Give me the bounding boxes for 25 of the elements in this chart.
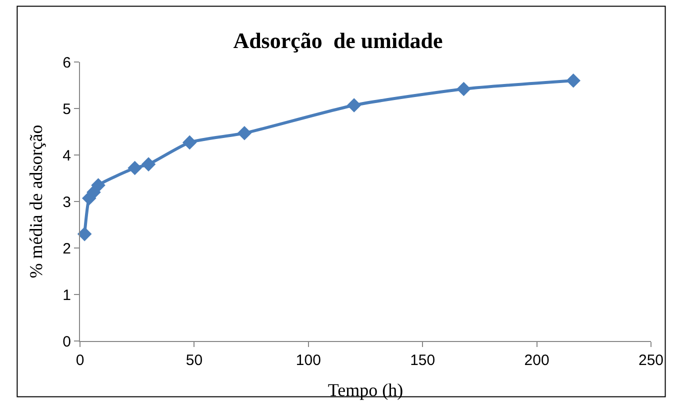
x-tick-label: 250 — [638, 352, 664, 369]
x-tick-label: 150 — [410, 352, 436, 369]
point — [141, 157, 156, 172]
chart-title: Adsorção de umidade — [233, 28, 444, 54]
x-axis-title: Tempo (h) — [328, 380, 404, 400]
y-tick-label: 2 — [62, 240, 71, 258]
x-tick-label: 0 — [76, 352, 84, 369]
y-tick-label: 1 — [62, 286, 71, 304]
point — [77, 226, 92, 242]
y-tick-label: 0 — [62, 333, 71, 350]
point — [456, 82, 471, 96]
y-axis-title: % média de adsorção — [26, 124, 46, 278]
x-tick-label: 100 — [296, 352, 321, 369]
x-tick-label: 50 — [186, 352, 203, 369]
y-tick-label: 5 — [62, 100, 71, 118]
point — [182, 135, 197, 150]
x-tick-label: 200 — [524, 352, 550, 369]
point — [346, 98, 362, 112]
y-tick-label: 6 — [62, 54, 71, 72]
y-tick-label: 4 — [62, 147, 71, 164]
y-tick-label: 3 — [62, 194, 71, 211]
point — [128, 160, 142, 176]
point — [237, 126, 252, 140]
point — [91, 178, 106, 192]
point — [566, 73, 580, 88]
